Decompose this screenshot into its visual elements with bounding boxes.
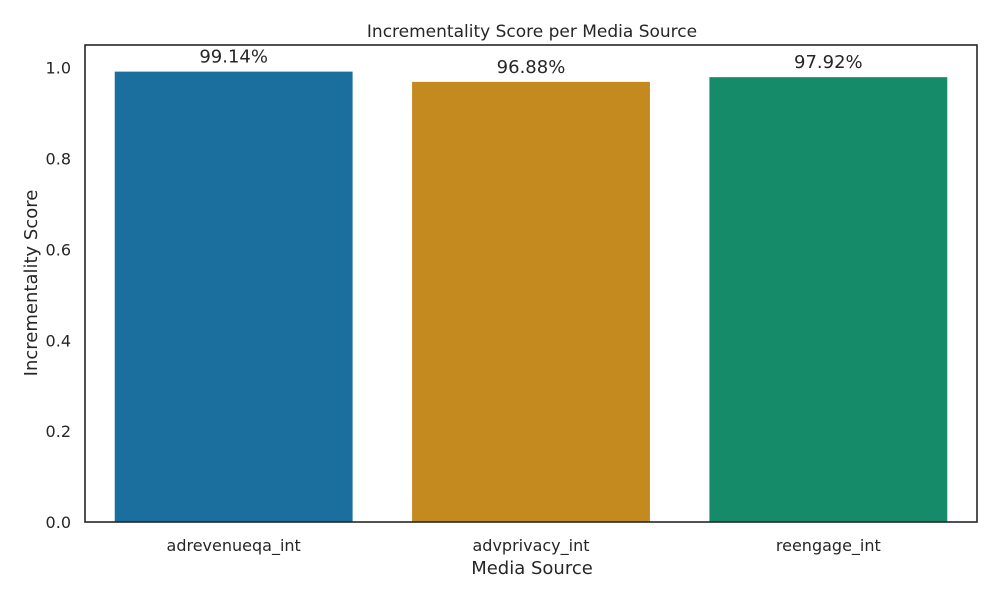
y-tick-label: 0.0 <box>46 513 71 532</box>
data-label-reengage_int: 97.92% <box>794 52 863 73</box>
y-tick-label: 1.0 <box>46 59 71 78</box>
x-tick-label-reengage_int: reengage_int <box>776 536 881 556</box>
x-axis-label: Media Source <box>471 558 593 579</box>
bars-layer <box>114 71 948 523</box>
bar-adrevenueqa_int <box>114 71 353 522</box>
y-tick-label: 0.6 <box>46 240 71 259</box>
x-tick-label-advprivacy_int: advprivacy_int <box>472 536 589 556</box>
bar-advprivacy_int <box>412 81 650 522</box>
y-tick-label: 0.8 <box>46 150 71 169</box>
bar-reengage_int <box>709 77 948 523</box>
x-tick-label-adrevenueqa_int: adrevenueqa_int <box>167 536 301 556</box>
y-axis-label: Incrementality Score <box>21 190 42 377</box>
data-labels-layer: 99.14% 96.88% 97.92% <box>199 47 862 78</box>
chart-title: Incrementality Score per Media Source <box>367 22 697 42</box>
data-label-advprivacy_int: 96.88% <box>497 57 566 78</box>
data-label-adrevenueqa_int: 99.14% <box>199 47 268 68</box>
y-tick-label: 0.2 <box>46 422 71 441</box>
y-tick-label: 0.4 <box>46 331 71 350</box>
plot-frame <box>84 44 978 523</box>
ticks-layer: adrevenueqa_int advprivacy_int reengage_in… <box>46 59 881 556</box>
